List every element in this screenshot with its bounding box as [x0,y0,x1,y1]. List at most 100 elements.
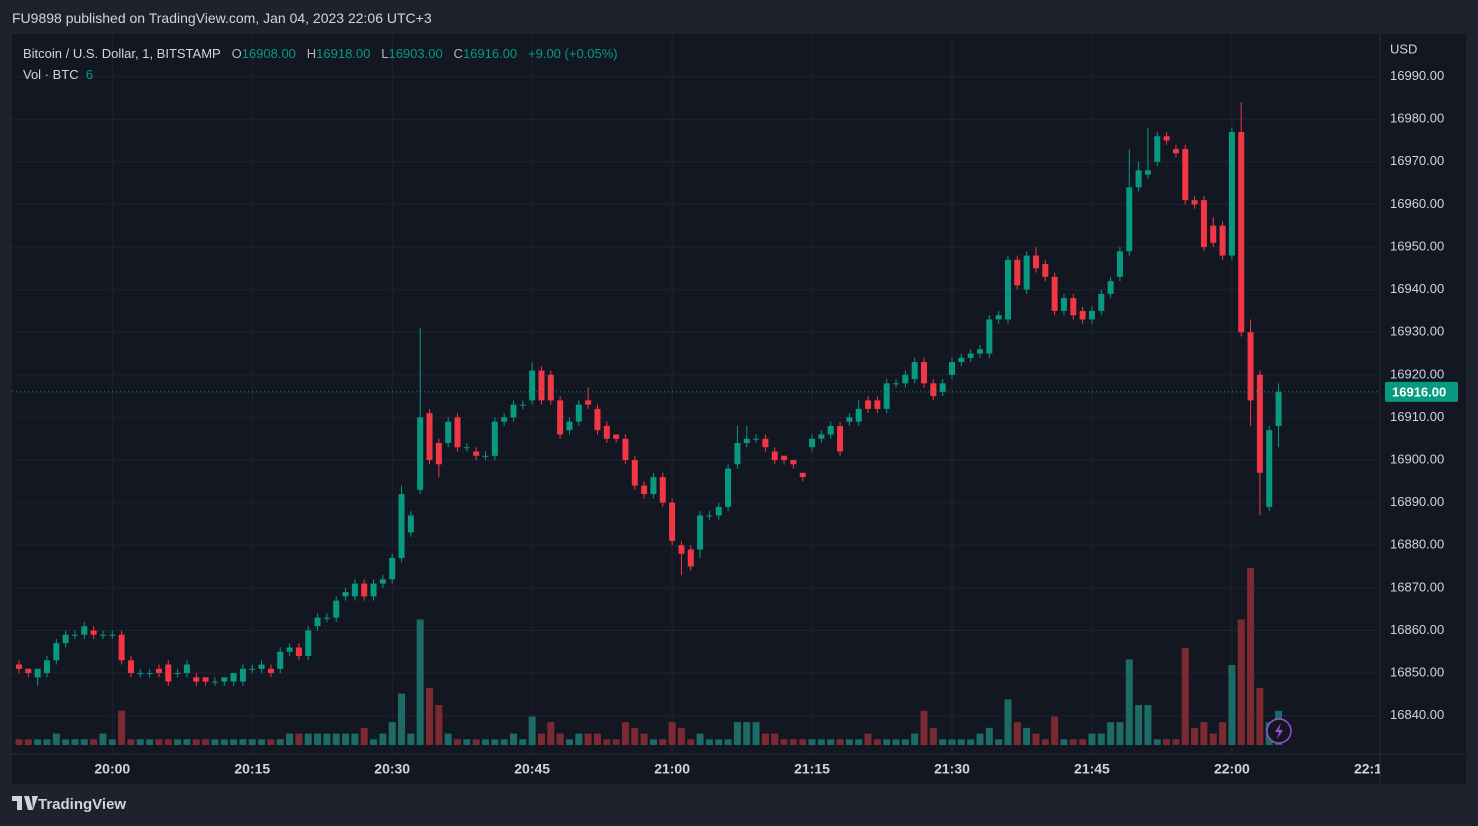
volume-bar [920,710,928,745]
volume-bar [342,733,350,745]
volume-bar [827,739,835,745]
volume-bar [360,727,368,745]
candle-body [1088,310,1095,320]
volume-bar [780,739,788,745]
volume-bar [901,739,909,745]
candle-body [1004,259,1011,320]
volume-bar [1097,733,1105,745]
volume-bar [276,739,284,745]
volume-bar [640,733,648,745]
candle-body [865,400,872,409]
candle-body [323,617,330,619]
candle-body [958,357,965,363]
volume-bar [537,733,545,745]
y-tick-label: 16920.00 [1390,366,1444,381]
y-tick-label: 16980.00 [1390,111,1444,126]
candle-body [855,408,862,422]
volume-bar [71,739,79,745]
candle-body [1116,251,1123,277]
volume-bar [62,739,70,745]
x-tick-label: 20:45 [514,761,550,777]
volume-bar [976,733,984,745]
candle-body [445,421,452,443]
candle-body [1042,264,1049,277]
volume-bar [24,739,32,745]
volume-bar [873,739,881,745]
volume-bar [771,733,779,745]
x-tick-label: 20:15 [234,761,270,777]
volume-bar [1228,665,1236,745]
candle-body [1107,281,1114,294]
volume-bar [80,739,88,745]
last-price-label: 16916.00 [1392,384,1446,399]
candle-body [1266,430,1273,507]
volume-bar [715,739,723,745]
volume-bar [1069,739,1077,745]
candle-body [837,425,844,452]
candle-body [417,417,424,490]
volume-bar [174,739,182,745]
volume-bar [761,733,769,745]
volume-bar [612,739,620,745]
volume-bar [239,739,247,745]
candle-body [874,400,881,409]
legend-row: Bitcoin / U.S. Dollar, 1, BITSTAMP O1690… [23,46,618,61]
candle-body [995,315,1002,320]
volume-bar [267,739,275,745]
volume-bar [603,739,611,745]
y-tick-label: 16910.00 [1390,409,1444,424]
candle-body [90,630,97,635]
symbol: Bitcoin / U.S. Dollar, 1, BITSTAMP [23,46,221,61]
volume-bar [1041,739,1049,745]
y-tick-label: 16940.00 [1390,281,1444,296]
x-tick-label: 21:15 [794,761,830,777]
close-key: C [453,46,463,61]
candle-body [771,451,778,461]
volume-bar [855,739,863,745]
candle-body [753,438,760,440]
volume-bar [1237,619,1245,745]
high-value: 16918.00 [316,46,371,61]
volume-bar [90,739,98,745]
candle-body [1256,374,1263,473]
currency-label: USD [1390,41,1417,56]
candle-body [34,668,41,678]
volume-bar [398,693,406,745]
candle-body [799,472,806,478]
volume-bar [332,733,340,745]
volume-bar [836,739,844,745]
volume-bar [295,733,303,745]
volume-bar [1256,687,1264,745]
volume-bar [1116,722,1124,745]
volume-bar [1004,699,1012,745]
candle-body [295,647,302,657]
volume-bar [1191,727,1199,745]
candle-body [678,545,685,554]
candle-body [603,425,610,439]
volume-bar [1079,739,1087,745]
candle-body [902,374,909,384]
volume-bar [957,739,965,745]
candle-body [1228,131,1235,256]
candle-body [986,319,993,354]
candle-body [118,634,125,661]
volume-bar [985,727,993,745]
x-tick-label: 22:00 [1214,761,1250,777]
last-price-box [1385,381,1458,402]
volume-name: Vol · BTC [23,67,79,82]
volume-bar [351,733,359,745]
y-tick-label: 16900.00 [1390,451,1444,466]
volume-bar [52,733,60,745]
volume-bar [789,739,797,745]
candle-body [361,583,368,597]
candle-body [1098,293,1105,311]
candle-body [16,664,22,669]
candle-body [370,583,377,597]
volume-bar [314,733,322,745]
candle-body [641,485,648,495]
x-tick-label: 20:30 [374,761,410,777]
volume-bar [1144,705,1152,745]
y-tick-label: 16970.00 [1390,153,1444,168]
candle-body [930,383,937,397]
low-key: L [381,46,389,61]
